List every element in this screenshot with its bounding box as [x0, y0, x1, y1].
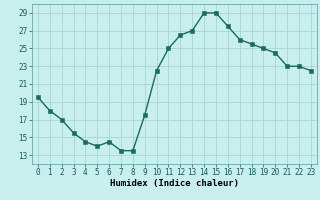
X-axis label: Humidex (Indice chaleur): Humidex (Indice chaleur) — [110, 179, 239, 188]
